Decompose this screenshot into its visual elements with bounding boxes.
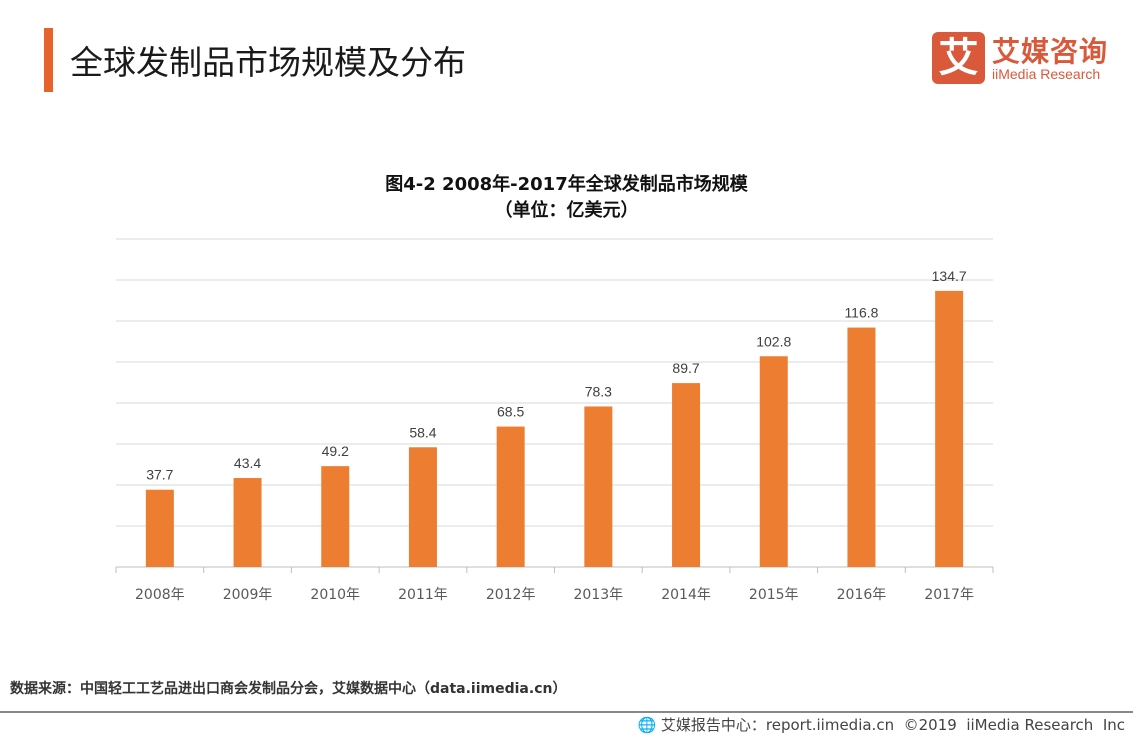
data-label: 102.8: [756, 333, 791, 349]
bar: [408, 447, 437, 567]
x-tick-label: 2010年: [310, 587, 360, 603]
data-label: 43.4: [234, 455, 261, 471]
divider: [0, 711, 1133, 713]
title-accent-bar: [44, 28, 53, 92]
x-tick-label: 2015年: [749, 587, 799, 603]
x-tick-label: 2009年: [223, 587, 273, 603]
logo-en: iiMedia Research: [992, 66, 1101, 82]
source-note: 数据来源：中国轻工工艺品进出口商会发制品分会，艾媒数据中心（data.iimed…: [10, 681, 567, 697]
x-tick-label: 2017年: [924, 587, 974, 603]
logo: 艾 艾媒咨询 iiMedia Research: [932, 30, 1122, 90]
bar: [672, 383, 701, 567]
x-tick-label: 2012年: [486, 587, 536, 603]
bar: [847, 327, 876, 567]
data-label: 49.2: [322, 443, 349, 459]
chart-title: 图4-2 2008年-2017年全球发制品市场规模: [385, 174, 748, 195]
data-label: 134.7: [932, 268, 967, 284]
x-tick-label: 2013年: [574, 587, 624, 603]
footer: 🌐 艾媒报告中心：report.iimedia.cn ©2019 iiMedia…: [637, 714, 1125, 735]
data-label: 116.8: [844, 305, 878, 321]
bar: [145, 489, 174, 567]
data-label: 37.7: [146, 467, 173, 483]
x-tick-label: 2011年: [398, 587, 448, 603]
data-label: 89.7: [672, 360, 699, 376]
bar: [935, 290, 964, 567]
bar: [496, 426, 525, 567]
bar: [759, 356, 788, 567]
x-tick-label: 2016年: [837, 587, 887, 603]
globe-icon: 🌐: [637, 716, 657, 734]
footer-text: 艾媒报告中心：report.iimedia.cn ©2019 iiMedia R…: [660, 716, 1125, 734]
x-tick-label: 2008年: [135, 587, 185, 603]
x-tick-label: 2014年: [661, 587, 711, 603]
bar: [321, 466, 350, 567]
page-title: 全球发制品市场规模及分布: [70, 43, 466, 82]
data-label: 68.5: [497, 404, 524, 420]
logo-cn: 艾媒咨询: [992, 35, 1109, 68]
logo-mark: 艾: [932, 32, 985, 84]
data-label: 58.4: [409, 424, 436, 440]
chart-subtitle: （单位：亿美元）: [494, 200, 639, 221]
bar: [584, 406, 613, 567]
data-label: 78.3: [585, 383, 612, 399]
bar: [233, 478, 262, 567]
